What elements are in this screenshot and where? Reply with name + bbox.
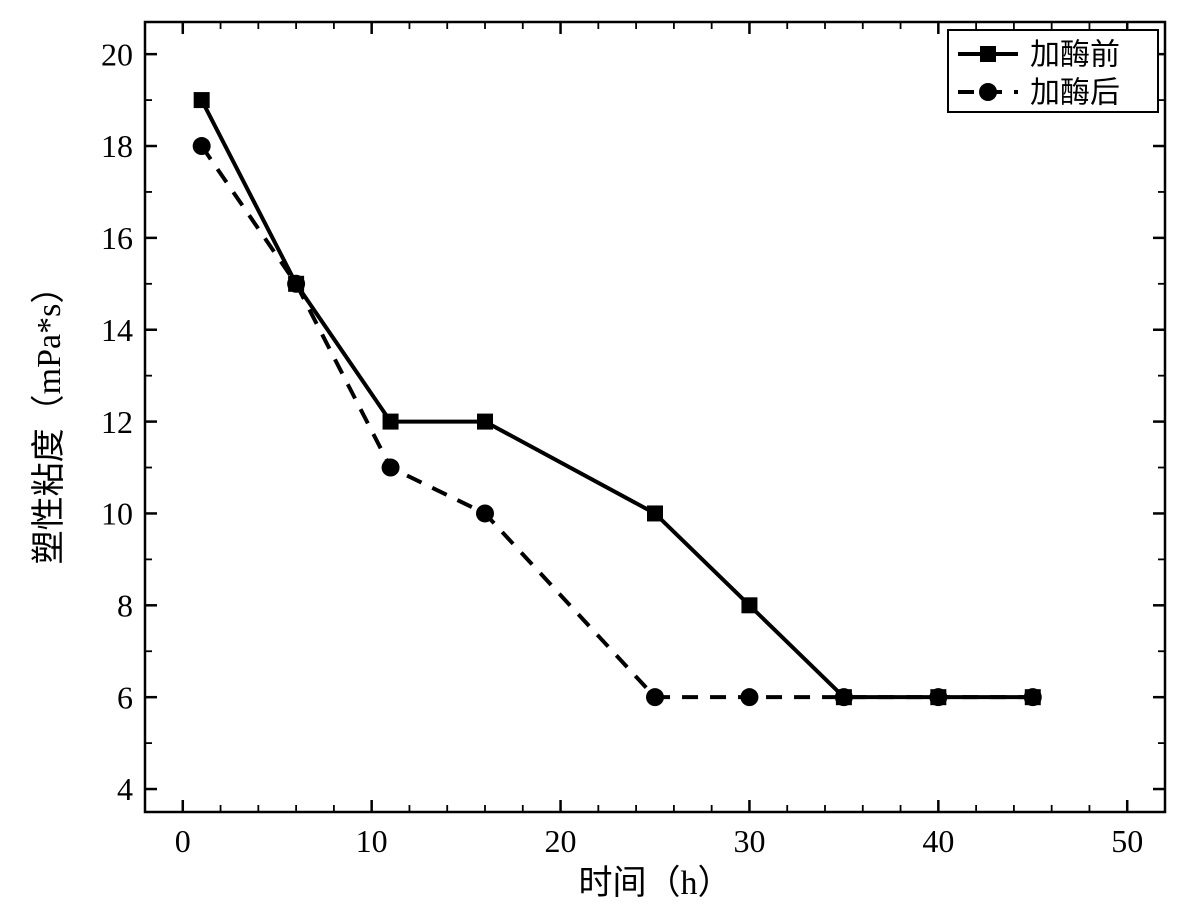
x-tick-label: 50 [1111,823,1143,859]
series-marker-circle [1024,688,1042,706]
series-marker-circle [646,688,664,706]
series-marker-circle [740,688,758,706]
x-tick-label: 40 [922,823,954,859]
x-tick-label: 20 [545,823,577,859]
series-marker-square [647,505,663,521]
y-tick-label: 12 [101,404,133,440]
y-tick-label: 18 [101,128,133,164]
series-marker-circle [382,459,400,477]
legend-label: 加酶前 [1030,39,1120,72]
y-tick-label: 10 [101,496,133,532]
y-tick-label: 6 [117,679,133,715]
series-marker-circle [193,137,211,155]
y-axis-label: 塑性粘度（mPa*s） [30,270,68,565]
viscosity-chart: 01020304050468101214161820时间（h）塑性粘度（mPa*… [0,0,1198,911]
series-marker-circle [835,688,853,706]
y-tick-label: 14 [101,312,133,348]
legend-marker-circle [979,83,997,101]
series-marker-circle [476,504,494,522]
series-marker-square [741,597,757,613]
x-tick-label: 0 [175,823,191,859]
chart-container: 01020304050468101214161820时间（h）塑性粘度（mPa*… [0,0,1198,911]
series-marker-circle [287,275,305,293]
x-axis-label: 时间（h） [579,864,732,902]
x-tick-label: 10 [356,823,388,859]
series-marker-circle [929,688,947,706]
y-tick-label: 4 [117,771,133,807]
y-tick-label: 20 [101,36,133,72]
series-marker-square [477,414,493,430]
series-marker-square [383,414,399,430]
legend-label: 加酶后 [1030,77,1120,110]
series-marker-square [194,92,210,108]
legend-marker-square [980,46,996,62]
y-tick-label: 16 [101,220,133,256]
x-tick-label: 30 [733,823,765,859]
y-tick-label: 8 [117,588,133,624]
